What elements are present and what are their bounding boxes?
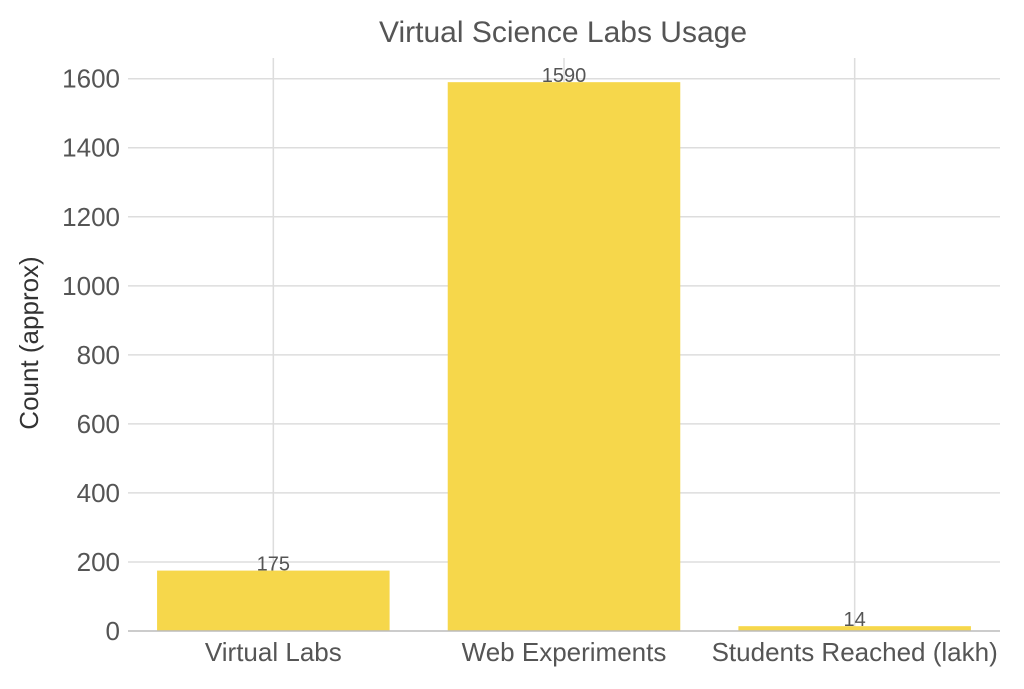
- x-tick-label: Virtual Labs: [205, 637, 342, 667]
- chart-title: Virtual Science Labs Usage: [379, 16, 747, 49]
- bar: [447, 82, 681, 631]
- bar-value-label: 175: [257, 554, 290, 576]
- y-tick-label: 200: [77, 547, 120, 577]
- label-layer: 175 1590 14: [257, 65, 866, 631]
- y-tick-label: 1200: [62, 202, 120, 232]
- x-tick-label: Web Experiments: [462, 637, 667, 667]
- x-tick-label: Students Reached (lakh): [712, 637, 998, 667]
- bar-value-label: 1590: [542, 65, 587, 87]
- y-tick-label: 0: [106, 616, 120, 646]
- y-tick-label: 600: [77, 409, 120, 439]
- y-axis-label: Count (approx): [14, 256, 44, 429]
- bar-value-label: 14: [844, 609, 866, 631]
- y-tick-label: 1400: [62, 133, 120, 163]
- axis-layer: 0 200 400 600 800 1000 1200 1400 1600 Virtual Lab…: [62, 64, 1000, 667]
- y-tick-label: 800: [77, 340, 120, 370]
- y-tick-label: 1600: [62, 64, 120, 94]
- y-tick-label: 1000: [62, 271, 120, 301]
- y-tick-label: 400: [77, 478, 120, 508]
- bar-layer: [157, 82, 971, 631]
- bar: [157, 570, 390, 631]
- bar: [738, 626, 971, 631]
